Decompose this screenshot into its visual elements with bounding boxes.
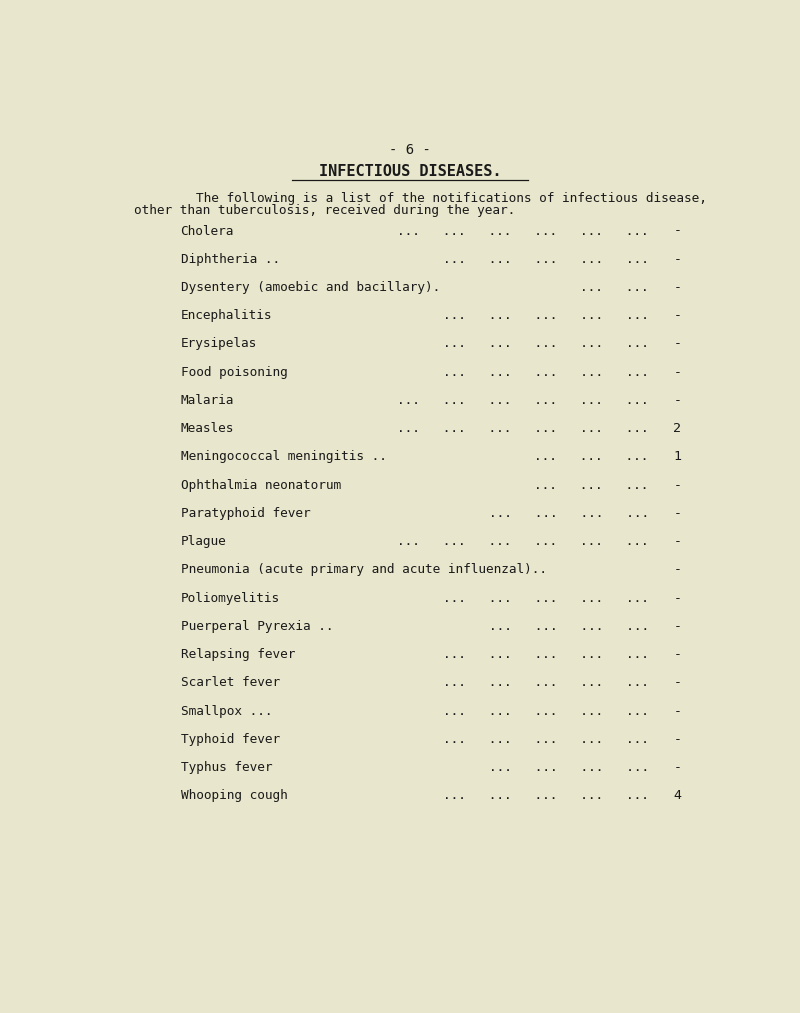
- Text: 2: 2: [674, 422, 682, 436]
- Text: Smallpox ...: Smallpox ...: [181, 704, 272, 717]
- Text: -: -: [674, 761, 682, 774]
- Text: -: -: [674, 394, 682, 407]
- Text: Ophthalmia neonatorum: Ophthalmia neonatorum: [181, 479, 341, 491]
- Text: ...   ...   ...: ... ... ...: [534, 479, 649, 491]
- Text: ...   ...   ...   ...   ...: ... ... ... ... ...: [443, 677, 649, 689]
- Text: Encephalitis: Encephalitis: [181, 309, 272, 322]
- Text: Erysipelas: Erysipelas: [181, 337, 257, 350]
- Text: -: -: [674, 592, 682, 605]
- Text: Paratyphoid fever: Paratyphoid fever: [181, 506, 310, 520]
- Text: ...   ...   ...   ...   ...: ... ... ... ... ...: [443, 592, 649, 605]
- Text: ...   ...   ...   ...: ... ... ... ...: [489, 620, 649, 633]
- Text: Diphtheria ..: Diphtheria ..: [181, 253, 280, 265]
- Text: -: -: [674, 732, 682, 746]
- Text: 4: 4: [674, 789, 682, 802]
- Text: ...   ...   ...   ...   ...: ... ... ... ... ...: [443, 337, 649, 350]
- Text: The following is a list of the notifications of infectious disease,: The following is a list of the notificat…: [196, 191, 707, 205]
- Text: Malaria: Malaria: [181, 394, 234, 407]
- Text: Scarlet fever: Scarlet fever: [181, 677, 280, 689]
- Text: -: -: [674, 479, 682, 491]
- Text: Typhoid fever: Typhoid fever: [181, 732, 280, 746]
- Text: Cholera: Cholera: [181, 225, 234, 237]
- Text: -: -: [674, 535, 682, 548]
- Text: -: -: [674, 563, 682, 576]
- Text: -: -: [674, 620, 682, 633]
- Text: -: -: [674, 225, 682, 237]
- Text: ...   ...   ...   ...   ...   ...: ... ... ... ... ... ...: [397, 225, 649, 237]
- Text: -: -: [674, 704, 682, 717]
- Text: Food poisoning: Food poisoning: [181, 366, 287, 379]
- Text: Measles: Measles: [181, 422, 234, 436]
- Text: -: -: [674, 281, 682, 294]
- Text: -: -: [674, 253, 682, 265]
- Text: ...   ...   ...   ...   ...: ... ... ... ... ...: [443, 732, 649, 746]
- Text: Whooping cough: Whooping cough: [181, 789, 287, 802]
- Text: -: -: [674, 506, 682, 520]
- Text: ...   ...   ...   ...   ...   ...: ... ... ... ... ... ...: [397, 535, 649, 548]
- Text: ...   ...   ...   ...   ...: ... ... ... ... ...: [443, 789, 649, 802]
- Text: Puerperal Pyrexia ..: Puerperal Pyrexia ..: [181, 620, 333, 633]
- Text: ...   ...   ...: ... ... ...: [534, 451, 649, 463]
- Text: ...   ...   ...   ...: ... ... ... ...: [489, 761, 649, 774]
- Text: - 6 -: - 6 -: [389, 144, 431, 157]
- Text: Relapsing fever: Relapsing fever: [181, 648, 295, 661]
- Text: Dysentery (amoebic and bacillary).: Dysentery (amoebic and bacillary).: [181, 281, 440, 294]
- Text: Typhus fever: Typhus fever: [181, 761, 272, 774]
- Text: ...   ...   ...   ...   ...: ... ... ... ... ...: [443, 309, 649, 322]
- Text: Poliomyelitis: Poliomyelitis: [181, 592, 280, 605]
- Text: ...   ...   ...   ...   ...: ... ... ... ... ...: [443, 253, 649, 265]
- Text: ...   ...   ...   ...   ...   ...: ... ... ... ... ... ...: [397, 422, 649, 436]
- Text: other than tuberculosis, received during the year.: other than tuberculosis, received during…: [134, 205, 515, 217]
- Text: ...   ...   ...   ...   ...: ... ... ... ... ...: [443, 648, 649, 661]
- Text: 1: 1: [674, 451, 682, 463]
- Text: -: -: [674, 366, 682, 379]
- Text: -: -: [674, 337, 682, 350]
- Text: -: -: [674, 677, 682, 689]
- Text: ...   ...   ...   ...   ...   ...: ... ... ... ... ... ...: [397, 394, 649, 407]
- Text: ...   ...   ...   ...   ...: ... ... ... ... ...: [443, 704, 649, 717]
- Text: Plague: Plague: [181, 535, 226, 548]
- Text: Pneumonia (acute primary and acute influenzal)..: Pneumonia (acute primary and acute influ…: [181, 563, 546, 576]
- Text: -: -: [674, 309, 682, 322]
- Text: ...   ...   ...   ...   ...: ... ... ... ... ...: [443, 366, 649, 379]
- Text: Meningococcal meningitis ..: Meningococcal meningitis ..: [181, 451, 386, 463]
- Text: INFECTIOUS DISEASES.: INFECTIOUS DISEASES.: [318, 164, 502, 179]
- Text: -: -: [674, 648, 682, 661]
- Text: ...   ...   ...   ...: ... ... ... ...: [489, 506, 649, 520]
- Text: ...   ...: ... ...: [580, 281, 649, 294]
